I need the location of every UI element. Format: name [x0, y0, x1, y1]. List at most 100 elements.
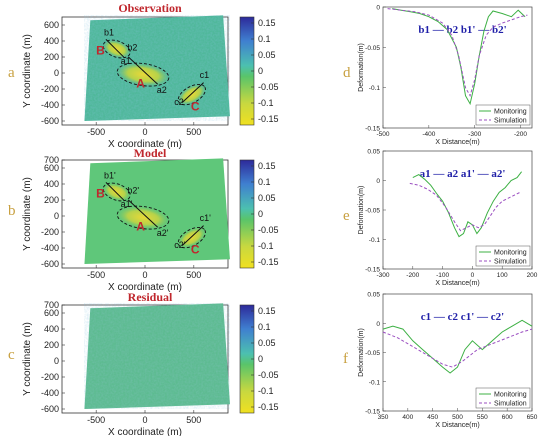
x-tick-label: -400 — [422, 131, 435, 138]
x-tick-label: 650 — [527, 414, 538, 421]
y-tick-label: 700 — [44, 300, 59, 310]
zone-label-B: B — [96, 44, 105, 58]
legend-label: Monitoring — [494, 392, 527, 399]
y-tick-label: -600 — [41, 116, 59, 126]
x-tick-label: -500 — [376, 131, 389, 138]
x-axis-label: X coordinate (m) — [108, 139, 182, 150]
x-tick-label: 350 — [378, 414, 389, 421]
colorbar-tick-label: 0.15 — [258, 18, 276, 28]
y-tick-label: -0.15 — [365, 126, 380, 133]
zone-outline-C — [177, 83, 206, 106]
legend-label: Simulation — [494, 401, 527, 408]
profile-line-b — [105, 39, 125, 59]
profile-line-b — [105, 182, 125, 202]
colorbar-tick-label: -0.15 — [258, 402, 279, 412]
map-title-model: Model — [134, 146, 167, 160]
colorbar-tick-label: 0.1 — [258, 177, 271, 187]
x-tick-label: -300 — [468, 131, 481, 138]
x-axis-label: X coordinate (m) — [108, 282, 182, 293]
colorbar-tick-label: 0.15 — [258, 161, 276, 171]
y-tick-label: 600 — [44, 163, 59, 173]
x-tick-label: 100 — [497, 272, 508, 279]
x-tick-label: 500 — [186, 270, 201, 280]
y-axis-label: Y coordinate (m) — [22, 34, 33, 108]
y-tick-label: -200 — [41, 84, 59, 94]
zone-outline-C — [177, 226, 206, 249]
x-tick-label: 0 — [142, 270, 147, 280]
panel-label-e: e — [343, 208, 350, 224]
y-tick-label: -0.1 — [369, 379, 381, 386]
x-tick-label: 0 — [471, 272, 475, 279]
profile-endpoint-label: b1 — [104, 27, 114, 37]
profile-line-a — [128, 199, 159, 228]
y-tick-label: -600 — [41, 404, 59, 414]
zone-label-A: A — [136, 76, 145, 90]
y-tick-label: 200 — [44, 195, 59, 205]
y-tick-label: 0 — [54, 211, 59, 221]
legend-label: Monitoring — [494, 250, 527, 257]
panel-label-a: a — [8, 65, 15, 81]
y-tick-label: -0.15 — [365, 409, 380, 416]
x-tick-label: 500 — [452, 414, 463, 421]
colorbar-tick-label: -0.05 — [258, 225, 279, 235]
chart-title: b1 — b2 b1' — b2' — [418, 24, 506, 36]
profile-endpoint-label: a1' — [121, 199, 133, 209]
x-tick-label: 0 — [142, 127, 147, 137]
series-line-monitoring — [392, 8, 526, 106]
colorbar-tick-label: 0.1 — [258, 322, 271, 332]
y-axis-label: Y coordinate (m) — [22, 322, 33, 396]
colorbar-tick-label: -0.1 — [258, 98, 274, 108]
x-axis-label: X coordinate (m) — [108, 427, 182, 436]
y-tick-label: -400 — [41, 243, 59, 253]
series-line-simulation — [409, 182, 521, 232]
colorbar-tick-label: 0 — [258, 66, 263, 76]
colorbar-tick-label: 0.05 — [258, 338, 276, 348]
y-tick-label: 400 — [44, 36, 59, 46]
y-tick-label: 400 — [44, 324, 59, 334]
colorbar-tick-label: 0 — [258, 354, 263, 364]
x-tick-label: 400 — [402, 414, 413, 421]
zone-outline-A — [116, 205, 170, 230]
colorbar-tick-label: 0.15 — [258, 306, 276, 316]
profile-endpoint-label: c2' — [174, 240, 186, 250]
y-tick-label: -0.1 — [369, 237, 381, 244]
map-noise-texture — [84, 303, 230, 409]
colorbar-tick-label: 0.05 — [258, 193, 276, 203]
colorbar-tick-label: -0.05 — [258, 82, 279, 92]
series-line-monitoring — [412, 171, 522, 238]
x-tick-label: 500 — [186, 415, 201, 425]
x-tick-label: -100 — [436, 272, 449, 279]
map-residual-tint — [84, 303, 230, 409]
x-tick-label: 0 — [142, 415, 147, 425]
x-tick-label: -500 — [87, 270, 105, 280]
deformation-zone-A — [117, 206, 169, 230]
legend-label: Simulation — [494, 118, 527, 125]
x-axis-label: X Distance(m) — [435, 422, 479, 429]
chart-title: a1 — a2 a1' — a2' — [420, 168, 506, 180]
legend-label: Monitoring — [494, 109, 527, 116]
zone-outline-B — [102, 39, 131, 59]
profile-endpoint-label: c1 — [200, 70, 210, 80]
x-tick-label: -200 — [406, 272, 419, 279]
x-tick-label: -300 — [376, 272, 389, 279]
panel-label-c: c — [8, 347, 15, 363]
panel-label-d: d — [343, 65, 351, 81]
y-tick-label: 200 — [44, 52, 59, 62]
zone-label-A: A — [136, 219, 145, 233]
profile-endpoint-label: b1' — [104, 170, 116, 180]
x-tick-label: -500 — [87, 127, 105, 137]
y-tick-label: 0 — [376, 5, 380, 12]
colorbar-tick-label: 0 — [258, 209, 263, 219]
y-tick-label: -0.05 — [365, 208, 380, 215]
profile-chart-e: 0.05 0 -0.05 -0.1 -0.15-300 -200 -100 0 100 200 X … — [358, 149, 538, 288]
colorbar-tick-label: -0.15 — [258, 257, 279, 267]
series-line-simulation — [387, 8, 528, 97]
deformation-zone-B — [103, 183, 131, 201]
zone-label-C: C — [191, 243, 200, 257]
x-tick-label: 600 — [502, 414, 513, 421]
